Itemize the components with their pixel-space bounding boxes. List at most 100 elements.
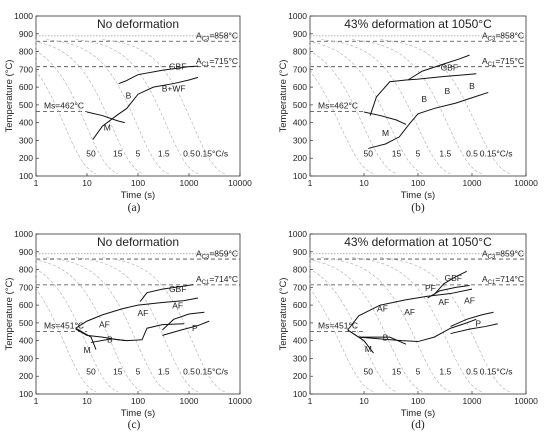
x-tick-label: 10 [82,396,92,406]
cooling-rate-label: 1.5 [158,366,170,376]
series-line-b [90,338,127,343]
ms-label: Ms=462°C [318,101,358,111]
panel-title: 43% deformation at 1050°C [344,235,492,249]
cooling-curve [309,257,374,393]
series-line-m [86,111,125,124]
panel-d: 1 10 100 1000 10000 100 200 300 400 500 600 700 800 9… [278,229,538,431]
series-line-b [92,76,199,140]
series-line-gbf [118,65,199,85]
y-axis-label: Temperature (°C) [278,278,289,351]
y-tick-label: 200 [19,153,33,163]
cooling-curve [102,257,225,393]
ac3-label-tail: =859°C [209,248,238,258]
series-line-af-start [347,288,473,331]
ac1-label-main: A [482,274,488,284]
cooling-rate-label: 0.15°C/s [480,148,513,158]
x-tick-label: 100 [131,396,145,406]
phase-label: B [445,86,451,96]
phase-label: B [126,91,132,101]
x-tick-label: 10000 [228,178,252,188]
y-tick-label: 600 [19,300,33,310]
cooling-rate-label: 1.5 [439,148,451,158]
y-tick-label: 500 [19,318,33,328]
ac1-label-tail: =714°C [495,274,524,284]
y-tick-label: 100 [293,389,307,399]
x-tick-label: 10000 [514,178,538,188]
cooling-rate-label: 5 [416,148,421,158]
cooling-rate-label: 0.5 [183,148,195,158]
cooling-rate-label: 15 [113,366,123,376]
ac3-label: AC3=858°C [482,30,524,42]
phase-label: P [192,323,198,333]
cooling-curve [309,257,424,393]
ac1-label-main: A [482,56,488,66]
y-tick-label: 300 [19,353,33,363]
cooling-rate-label: 5 [136,366,141,376]
cooling-rate-label: 0.5 [466,148,478,158]
cooling-rate-label: 50 [364,148,374,158]
cooling-curve [351,39,482,175]
y-tick-label: 700 [19,282,33,292]
y-tick-label: 1000 [288,229,307,239]
ac1-label-tail: =715°C [209,56,238,66]
cooling-curve [320,257,451,393]
cooling-rate-label: 15 [392,366,402,376]
phase-label: AF [377,303,388,313]
cooling-curve [102,39,225,175]
cooling-rate-label: 1.5 [158,148,170,158]
series-line-p [161,311,205,331]
cooling-curve [309,257,397,393]
cooling-rate-label: 0.5 [183,366,195,376]
panel-caption: (d) [411,419,425,431]
y-axis-label: Temperature (°C) [278,60,289,133]
series-line-af-start [75,297,199,329]
x-tick-label: 1000 [180,178,199,188]
x-tick-label: 10000 [228,396,252,406]
cooling-curve [320,39,451,175]
y-tick-label: 300 [293,353,307,363]
phase-label: GBF [445,273,462,283]
ac1-label-sub: C1 [202,280,210,286]
y-tick-label: 100 [19,389,33,399]
ac3-label-tail: =858°C [209,30,238,40]
y-tick-label: 400 [19,118,33,128]
cooling-curve [75,257,199,393]
x-tick-label: 10 [82,178,92,188]
ac1-label-tail: =714°C [209,274,238,284]
y-tick-label: 400 [293,118,307,128]
y-tick-label: 600 [293,300,307,310]
cooling-rate-label: 5 [136,148,141,158]
series-line-pf [427,285,470,299]
cooling-rate-label: 5 [416,366,421,376]
y-tick-label: 200 [293,153,307,163]
ac1-label-sub: C1 [488,280,496,286]
phase-label: AF [404,307,415,317]
x-axis-label: Time (s) [121,190,155,201]
y-tick-label: 1000 [288,11,307,21]
y-tick-label: 300 [19,135,33,145]
ac3-label-tail: =859°C [495,248,524,258]
series-line-gbf [407,54,470,81]
y-tick-label: 500 [293,100,307,110]
y-tick-label: 100 [293,171,307,181]
phase-label: GBF [169,61,186,71]
x-tick-label: 1 [308,396,313,406]
x-tick-label: 1 [308,178,313,188]
y-tick-label: 500 [19,100,33,110]
series-line-m [363,111,407,125]
y-tick-label: 700 [293,64,307,74]
cooling-rate-label: 1.5 [439,366,451,376]
ac3-label-sub: C3 [202,36,210,42]
series-line-gbf [139,284,194,302]
ac1-label-main: A [196,56,202,66]
ac3-label-main: A [196,248,202,258]
ms-label: Ms=451°C [44,321,84,331]
ac3-label-main: A [482,248,488,258]
ac1-label-tail: =715°C [495,56,524,66]
ac3-label-tail: =858°C [495,30,524,40]
cooling-rate-label: 50 [364,366,374,376]
phase-label: M [104,123,111,133]
panel-title: No deformation [97,235,179,249]
cooling-curve [309,39,374,175]
